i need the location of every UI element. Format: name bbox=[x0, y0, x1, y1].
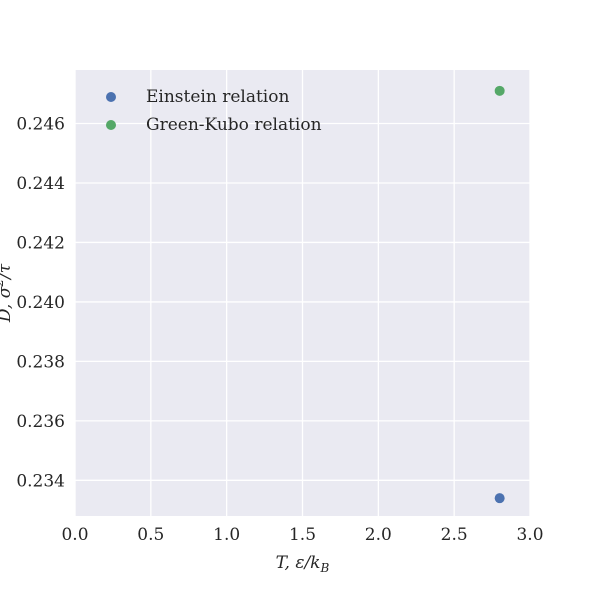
y-tick-label: 0.242 bbox=[16, 233, 65, 253]
legend: Einstein relation Green-Kubo relation bbox=[106, 87, 322, 135]
x-tick-label: 2.5 bbox=[441, 525, 468, 545]
y-tick-label: 0.236 bbox=[16, 412, 65, 432]
x-axis-label: T, ε/kB bbox=[276, 553, 330, 575]
y-tick-label: 0.240 bbox=[16, 293, 65, 313]
grid bbox=[74, 70, 531, 516]
legend-marker-series-1 bbox=[106, 120, 116, 130]
x-tick-label: 3.0 bbox=[516, 525, 543, 545]
x-tick-label: 1.5 bbox=[289, 525, 316, 545]
y-axis-ticks: 0.234 0.236 0.238 0.240 0.242 0.244 0.246 bbox=[16, 115, 65, 492]
x-tick-label: 1.0 bbox=[213, 525, 240, 545]
x-axis-ticks: 0.0 0.5 1.0 1.5 2.0 2.5 3.0 bbox=[61, 525, 543, 545]
data-points bbox=[494, 85, 505, 504]
data-point-series-0 bbox=[494, 493, 505, 504]
x-tick-label: 0.0 bbox=[61, 525, 88, 545]
y-tick-label: 0.244 bbox=[16, 174, 65, 194]
legend-label-series-0: Einstein relation bbox=[146, 87, 289, 107]
y-tick-label: 0.238 bbox=[16, 352, 65, 372]
y-tick-label: 0.246 bbox=[16, 115, 65, 135]
data-point-series-1 bbox=[494, 85, 505, 96]
legend-marker-series-0 bbox=[106, 92, 116, 102]
x-tick-label: 2.0 bbox=[365, 525, 392, 545]
y-axis-label: D, σ2/τ bbox=[0, 263, 15, 323]
legend-label-series-1: Green-Kubo relation bbox=[146, 115, 322, 135]
y-tick-label: 0.234 bbox=[16, 471, 65, 491]
x-tick-label: 0.5 bbox=[137, 525, 164, 545]
